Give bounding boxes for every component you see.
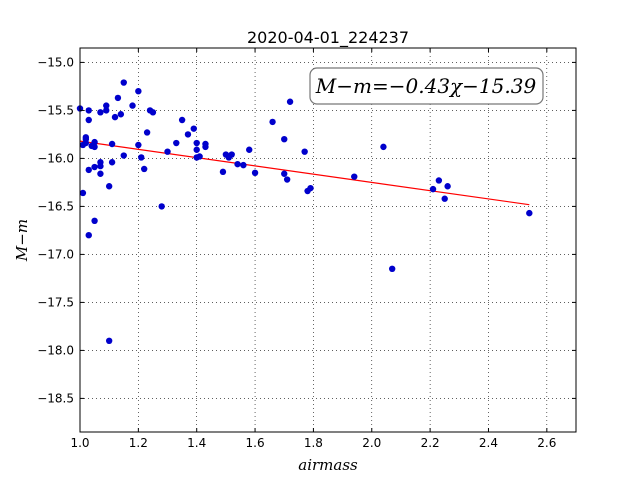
- data-point: [120, 152, 127, 159]
- x-tick-label: 2.6: [537, 436, 556, 450]
- data-point: [91, 163, 98, 171]
- data-point: [251, 169, 259, 176]
- data-point: [435, 177, 443, 184]
- data-point: [91, 143, 98, 151]
- data-point: [140, 165, 148, 173]
- data-point: [91, 217, 98, 224]
- data-point: [103, 107, 110, 114]
- chart-title: 2020-04-01_224237: [247, 28, 409, 48]
- data-point: [85, 166, 92, 174]
- fit-equation-box: M−m=−0.43χ−15.39: [309, 67, 544, 105]
- data-point: [380, 143, 387, 151]
- data-point: [178, 116, 186, 124]
- data-point: [526, 209, 533, 217]
- data-point: [108, 159, 116, 166]
- data-point: [82, 134, 90, 141]
- data-point: [202, 143, 209, 151]
- plot-frame: [79, 47, 577, 433]
- data-point: [143, 129, 151, 136]
- y-tick-label: −17.5: [37, 295, 74, 309]
- data-point: [129, 102, 136, 109]
- y-tick-label: −15.0: [37, 55, 74, 69]
- data-point: [105, 183, 113, 190]
- data-point: [193, 146, 200, 153]
- y-tick-label: −17.0: [37, 247, 74, 261]
- y-tick-label: −16.5: [37, 199, 74, 213]
- data-point: [97, 170, 104, 177]
- data-point: [97, 162, 104, 170]
- data-point: [193, 139, 200, 147]
- data-point: [117, 111, 125, 118]
- fit-equation: M−m=−0.43χ−15.39: [315, 74, 537, 98]
- data-point: [82, 139, 90, 147]
- data-point: [138, 154, 145, 161]
- data-point: [135, 88, 142, 95]
- data-point: [97, 109, 104, 116]
- data-point: [114, 94, 122, 102]
- data-point: [444, 183, 451, 190]
- x-tick-label: 1.0: [70, 436, 89, 450]
- data-point: [196, 153, 203, 160]
- y-tick-label: −15.5: [37, 103, 74, 117]
- y-tick-label: −18.5: [37, 391, 74, 405]
- data-point: [108, 140, 116, 148]
- data-point: [173, 139, 180, 147]
- y-tick-label: −16.0: [37, 151, 74, 165]
- data-point: [246, 146, 253, 153]
- points-layer: [76, 79, 533, 344]
- data-point: [234, 160, 241, 168]
- x-tick-label: 2.2: [421, 436, 440, 450]
- x-tick-label: 2.4: [479, 436, 498, 450]
- data-point: [281, 170, 288, 177]
- data-point: [85, 232, 92, 239]
- data-point: [190, 125, 197, 132]
- data-point: [85, 116, 92, 124]
- data-point: [91, 138, 98, 146]
- data-point: [85, 107, 92, 114]
- x-tick-label: 1.8: [304, 436, 323, 450]
- data-point: [135, 141, 142, 149]
- data-point: [269, 118, 276, 126]
- grid: [79, 48, 576, 432]
- data-point: [388, 265, 396, 272]
- data-point: [111, 113, 119, 121]
- x-tick-label: 1.6: [246, 436, 265, 450]
- data-point: [103, 102, 110, 109]
- x-tick-label: 1.2: [129, 436, 148, 450]
- data-point: [441, 195, 448, 202]
- data-point: [283, 176, 291, 183]
- plot-area: [80, 48, 576, 432]
- fit-line: [79, 140, 530, 206]
- data-point: [120, 79, 127, 86]
- data-point: [79, 189, 87, 197]
- data-point: [219, 168, 227, 176]
- x-tick-label: 1.4: [187, 436, 206, 450]
- data-point: [307, 184, 314, 192]
- y-tick-label: −18.0: [37, 343, 74, 357]
- data-point: [184, 131, 192, 138]
- data-point: [149, 109, 157, 116]
- data-point: [228, 151, 235, 158]
- data-point: [429, 185, 437, 193]
- data-point: [351, 173, 358, 180]
- fit-layer: [79, 140, 530, 206]
- ticks: 1.0 1.2 1.4 1.6 1.8 2.0 2.2 2.4 2.6 −15.0 −15.5 −16…: [37, 48, 576, 450]
- data-point: [164, 148, 171, 155]
- data-point: [240, 161, 247, 169]
- x-axis-label: airmass: [298, 456, 358, 474]
- data-point: [158, 203, 165, 210]
- data-point: [286, 98, 294, 105]
- x-tick-label: 2.0: [362, 436, 381, 450]
- data-point: [301, 148, 308, 155]
- data-point: [281, 136, 288, 143]
- data-point: [105, 337, 113, 344]
- y-axis-label: M−m: [13, 219, 31, 262]
